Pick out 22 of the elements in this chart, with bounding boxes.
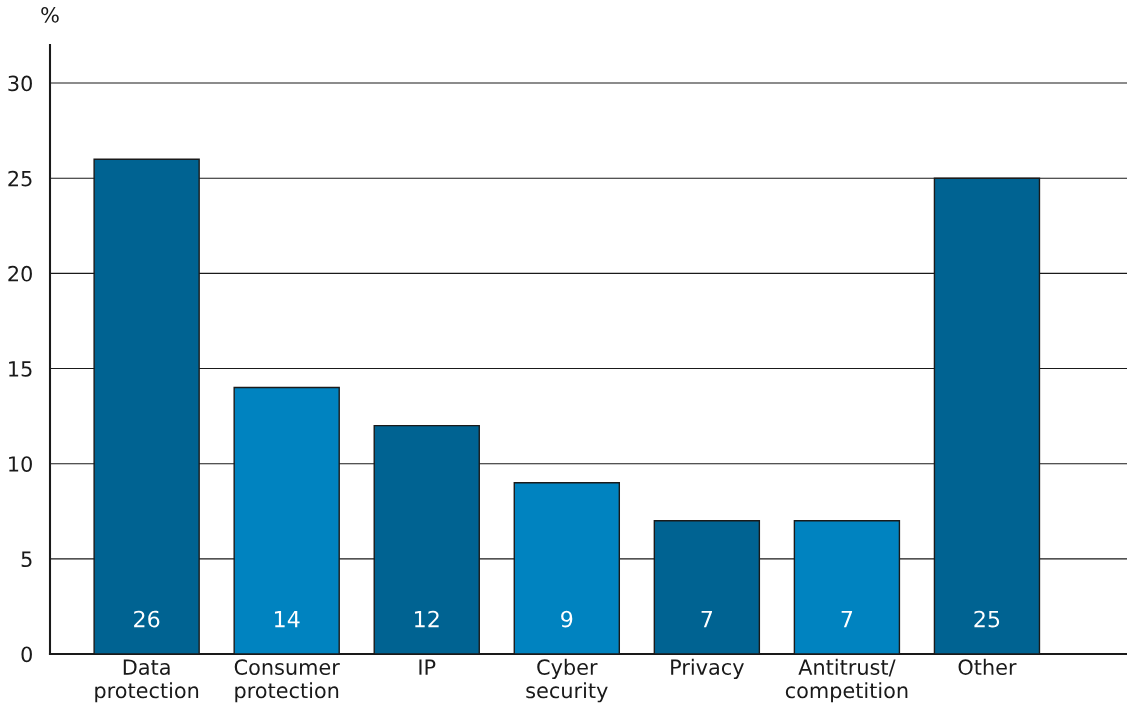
y-tick-label: 30 — [8, 75, 32, 92]
data-label: 7 — [841, 610, 853, 628]
y-tick-label: 25 — [8, 170, 32, 187]
y-axis-title: % — [41, 6, 59, 23]
x-tick-label: IP — [419, 659, 436, 675]
x-tick-label: Cyber security — [526, 658, 608, 703]
x-tick-label: Privacy — [671, 658, 744, 680]
x-tick-label: Data protection — [95, 659, 199, 703]
y-tick-label: 5 — [21, 551, 32, 568]
x-tick-label: Other — [958, 658, 1017, 675]
x-tick-label: Antitrust/ competition — [785, 658, 908, 703]
data-label: 26 — [134, 610, 160, 628]
data-label: 25 — [974, 610, 1000, 628]
data-label: 12 — [415, 610, 439, 628]
data-label: 9 — [561, 610, 573, 628]
data-label: 7 — [701, 610, 713, 628]
y-tick-label: 0 — [21, 646, 32, 663]
y-tick-label: 15 — [9, 361, 32, 377]
data-label: 14 — [274, 610, 300, 628]
y-tick-label: 20 — [8, 265, 32, 282]
x-tick-label: Consumer protection — [234, 659, 340, 703]
y-tick-label: 10 — [9, 456, 32, 472]
